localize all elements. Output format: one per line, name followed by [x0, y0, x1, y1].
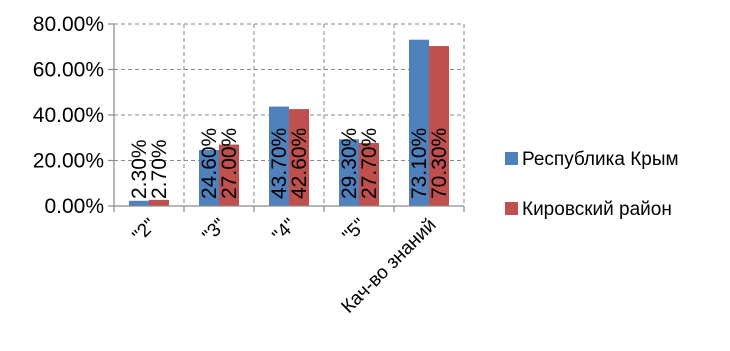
data-label: 43.70% [268, 128, 291, 199]
bar [429, 46, 449, 206]
data-label: 2.70% [148, 139, 171, 199]
y-axis: 0.00% 20.00% 40.00% 60.00% 80.00% [33, 13, 115, 218]
data-label: 73.10% [408, 128, 431, 199]
bar [219, 144, 239, 206]
bar [409, 39, 429, 207]
legend-swatch [505, 202, 518, 215]
category-label: "2" [129, 215, 161, 247]
category-label: "4" [269, 215, 301, 247]
category-label: "5" [339, 215, 371, 247]
chart-legend: Республика Крым Кировский район [505, 149, 679, 220]
data-labels: 2.30%2.70% 24.60%27.00% 43.70%42.60% 29.30%… [128, 128, 451, 199]
chart-bars [129, 39, 449, 207]
y-tick-label: 0.00% [44, 195, 104, 218]
bar [339, 139, 359, 206]
bar [359, 142, 379, 206]
bar [149, 199, 169, 206]
legend-label: Республика Крым [522, 149, 679, 170]
data-label: 2.30% [128, 139, 151, 199]
data-label: 27.00% [218, 128, 241, 199]
bar [289, 109, 309, 206]
y-tick-label: 60.00% [33, 59, 104, 82]
data-label: 29.30% [338, 128, 361, 199]
legend-label: Кировский район [522, 199, 672, 220]
data-label: 24.60% [198, 128, 221, 199]
data-label: 70.30% [428, 128, 451, 199]
legend-swatch [505, 152, 518, 165]
data-label: 42.60% [288, 128, 311, 199]
bar [269, 106, 289, 206]
bar [129, 200, 149, 206]
y-tick-label: 80.00% [33, 13, 104, 36]
bar [199, 150, 219, 206]
y-tick-label: 40.00% [33, 104, 104, 127]
y-tick-label: 20.00% [33, 150, 104, 173]
data-label: 27.70% [358, 128, 381, 199]
category-label: "3" [199, 215, 231, 247]
x-axis: "2" "3" "4" "5"Кач-во знаний [113, 205, 465, 318]
